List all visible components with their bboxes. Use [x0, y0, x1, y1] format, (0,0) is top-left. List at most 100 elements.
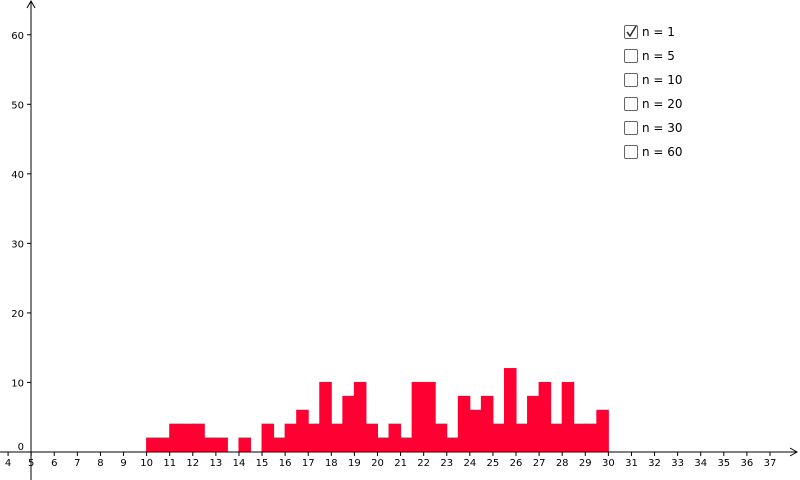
- y-tick-label: 40: [11, 170, 24, 181]
- x-tick-label: 19: [348, 458, 361, 469]
- bar: [215, 437, 228, 453]
- y-tick-label: 50: [11, 100, 24, 111]
- x-tick-label: 35: [717, 458, 730, 469]
- bar: [365, 423, 378, 453]
- bar: [238, 437, 252, 453]
- checkbox-label[interactable]: n = 20: [642, 97, 683, 111]
- x-tick-label: 22: [417, 458, 430, 469]
- bar: [146, 437, 159, 453]
- bar: [319, 381, 332, 453]
- y-axis-arrow: [26, 0, 36, 9]
- x-tick-label: 17: [302, 458, 315, 469]
- bar: [307, 423, 321, 453]
- x-tick-label: 32: [648, 458, 661, 469]
- checkbox[interactable]: n = 20: [624, 95, 683, 113]
- x-tick-label: 7: [74, 458, 80, 469]
- x-tick-label: 31: [625, 458, 638, 469]
- checkbox[interactable]: n = 10: [624, 71, 683, 89]
- bar: [469, 409, 482, 453]
- x-tick-label: 18: [325, 458, 338, 469]
- checkbox-label[interactable]: n = 1: [642, 25, 675, 39]
- bar: [342, 395, 355, 453]
- x-tick-label: 30: [602, 458, 615, 469]
- x-tick-label: 16: [279, 458, 292, 469]
- y-tick-label: 10: [11, 378, 24, 389]
- checkbox-label[interactable]: n = 10: [642, 73, 683, 87]
- x-axis-arrow: [789, 447, 799, 457]
- checkbox-box[interactable]: [624, 121, 638, 135]
- bar: [446, 437, 459, 453]
- bar: [180, 423, 194, 453]
- bar: [400, 437, 413, 453]
- x-tick-label: 9: [120, 458, 126, 469]
- x-tick-label: 8: [97, 458, 103, 469]
- y-tick-label: 0: [18, 442, 24, 453]
- x-tick-label: 4: [5, 458, 11, 469]
- checkbox-box[interactable]: [624, 49, 638, 63]
- bar: [561, 381, 575, 453]
- bar: [261, 423, 275, 453]
- bar: [503, 368, 517, 453]
- x-tick-label: 11: [163, 458, 176, 469]
- x-tick-label: 15: [256, 458, 269, 469]
- x-tick-label: 5: [28, 458, 34, 469]
- x-tick-label: 33: [671, 458, 684, 469]
- checkbox[interactable]: n = 1: [624, 23, 675, 41]
- bar: [169, 423, 182, 453]
- x-tick-label: 13: [210, 458, 223, 469]
- x-tick-label: 36: [741, 458, 754, 469]
- x-tick-label: 27: [533, 458, 546, 469]
- x-tick-label: 6: [51, 458, 57, 469]
- bar: [330, 423, 344, 453]
- bar: [584, 423, 598, 453]
- y-tick-label: 30: [11, 239, 24, 250]
- bar: [192, 423, 205, 453]
- bar: [573, 423, 586, 453]
- x-tick-label: 29: [579, 458, 592, 469]
- x-tick-label: 21: [394, 458, 407, 469]
- x-tick-label: 10: [140, 458, 153, 469]
- x-tick-label: 37: [764, 458, 777, 469]
- bar: [492, 423, 505, 453]
- x-tick-label: 24: [463, 458, 476, 469]
- bar: [284, 423, 298, 453]
- x-tick-label: 23: [440, 458, 453, 469]
- bar: [550, 423, 563, 453]
- y-tick-label: 60: [11, 31, 24, 42]
- x-tick-label: 26: [510, 458, 523, 469]
- bar: [515, 423, 529, 453]
- x-tick-label: 28: [556, 458, 569, 469]
- bar: [157, 437, 171, 453]
- y-tick-label: 20: [11, 309, 24, 320]
- x-tick-label: 14: [233, 458, 246, 469]
- checkbox[interactable]: n = 30: [624, 119, 683, 137]
- checkbox-label[interactable]: n = 30: [642, 121, 683, 135]
- checkbox[interactable]: n = 5: [624, 47, 675, 65]
- bar: [457, 395, 471, 453]
- x-tick-label: 25: [487, 458, 500, 469]
- bar: [480, 395, 494, 453]
- checkbox[interactable]: n = 60: [624, 143, 683, 161]
- x-tick-label: 20: [371, 458, 384, 469]
- checkbox-label[interactable]: n = 5: [642, 49, 675, 63]
- x-tick-label: 12: [186, 458, 199, 469]
- checkbox-box[interactable]: [624, 25, 638, 39]
- bar: [434, 423, 448, 453]
- checkbox-box[interactable]: [624, 73, 638, 87]
- check-mark: [626, 26, 637, 38]
- checkbox-label[interactable]: n = 60: [642, 145, 683, 159]
- checkbox-box[interactable]: [624, 145, 638, 159]
- bar: [596, 409, 609, 453]
- bar: [273, 437, 286, 453]
- bar: [353, 381, 367, 453]
- bar: [388, 423, 402, 453]
- bar: [527, 395, 540, 453]
- bar: [296, 409, 309, 453]
- bar: [376, 437, 390, 453]
- x-tick-label: 34: [694, 458, 707, 469]
- bar: [423, 381, 436, 453]
- bar: [411, 381, 425, 453]
- checkbox-box[interactable]: [624, 97, 638, 111]
